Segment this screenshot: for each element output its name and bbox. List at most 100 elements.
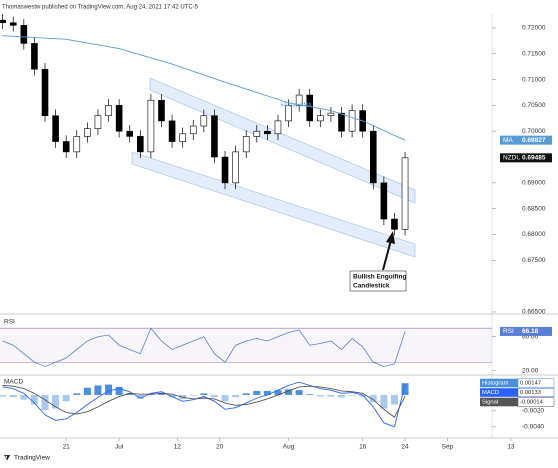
histogram-bar: [263, 390, 271, 395]
histogram-bar: [348, 394, 356, 396]
histogram-bar: [157, 393, 165, 395]
x-tick-label: Jul: [115, 444, 124, 451]
value-label: 0.69485: [522, 155, 546, 162]
candle-body: [62, 141, 70, 153]
histogram-bar: [369, 394, 377, 403]
y-tick-label: 60.00: [522, 333, 539, 340]
candle-body: [137, 136, 144, 153]
histogram-bar: [380, 394, 388, 409]
histogram-bar: [62, 394, 70, 402]
macd-line: [2, 384, 406, 418]
y-tick-label: 0.70500: [522, 102, 546, 109]
candle-body: [391, 218, 398, 230]
candle-body: [327, 112, 335, 117]
candle-body: [126, 130, 134, 137]
candle-body: [200, 115, 208, 127]
histogram-bar: [390, 394, 398, 405]
y-tick-label: 0.69000: [522, 180, 546, 187]
candle-body: [158, 99, 165, 122]
candle-body: [221, 156, 229, 184]
histogram-bar: [189, 394, 197, 396]
x-tick-label: 13: [507, 444, 515, 451]
legend-name: Signal: [482, 400, 498, 406]
x-tick-label: 20: [216, 444, 224, 451]
candle-body: [73, 136, 81, 153]
x-tick-label: 16: [359, 444, 367, 451]
histogram-bar: [83, 387, 91, 395]
value-box: [520, 153, 552, 163]
series-label: NZDUSD: [503, 155, 530, 162]
histogram-bar: [295, 390, 303, 395]
y-tick-label: 0.70000: [522, 128, 546, 135]
histogram-bar: [232, 394, 240, 398]
candle-body: [84, 128, 91, 137]
candle-body: [348, 110, 356, 132]
histogram-bar: [136, 394, 144, 399]
histogram-bar: [306, 394, 314, 395]
series-label: RSI: [503, 328, 514, 335]
histogram-bar: [359, 394, 367, 397]
candle-body: [369, 130, 377, 184]
y-tick-label: 0.68000: [522, 231, 546, 238]
legend-value: 0.00147: [520, 381, 541, 387]
series-label: MA: [503, 137, 513, 144]
candle-body: [179, 133, 186, 142]
histogram-bar: [242, 393, 250, 395]
histogram-bar: [0, 394, 7, 397]
label-box: [500, 135, 520, 145]
candle-body: [306, 94, 314, 122]
label-box: [500, 326, 520, 336]
x-tick-label: 12: [174, 444, 182, 451]
panel-title: RSI: [4, 319, 15, 326]
candle-body: [264, 130, 271, 135]
legend-value-box: [517, 378, 555, 388]
label-box: [500, 153, 520, 163]
annotation-text: Candlestick: [353, 283, 390, 290]
annotation-box: [349, 270, 407, 292]
y-tick-label: 0.72000: [522, 25, 546, 32]
candle-body: [242, 136, 250, 153]
histogram-bar: [210, 394, 218, 398]
histogram-bar: [338, 394, 346, 398]
value-label: 66.18: [522, 328, 539, 335]
candle-body: [253, 130, 261, 137]
candle-body: [31, 43, 38, 70]
y-tick-label: 20.00: [522, 367, 539, 374]
candle-body: [105, 105, 112, 117]
histogram-bar: [274, 390, 282, 395]
candle-body: [295, 94, 303, 106]
candle-body: [317, 115, 324, 122]
histogram-bar: [105, 384, 113, 395]
legend-name-box: [480, 397, 518, 407]
value-box: [520, 135, 552, 145]
histogram-bar: [30, 394, 38, 405]
histogram-bar: [200, 393, 208, 395]
candle-body: [41, 68, 49, 117]
header: Thomaswestw published on TradingView.com…: [2, 5, 199, 11]
upper-channel: [149, 77, 416, 204]
y-tick-label: 0.66500: [522, 309, 546, 316]
histogram-bar: [221, 394, 229, 402]
legend-name: Histogram: [482, 381, 509, 387]
candle-body: [211, 115, 218, 158]
legend-value: 0.00133: [520, 390, 541, 396]
annotation-text: Bullish Engulfing: [353, 274, 406, 281]
x-tick-label: Aug: [283, 444, 295, 451]
legend-value-box: [517, 387, 555, 398]
histogram-bar: [115, 386, 123, 395]
candle-body: [9, 22, 17, 26]
candle-body: [232, 151, 239, 184]
candle-body: [274, 120, 282, 135]
y-tick-label: 0.67500: [522, 257, 546, 264]
candle-body: [52, 115, 59, 142]
y-tick-label: 0.71000: [522, 76, 546, 83]
histogram-bar: [52, 394, 60, 409]
candle-body: [20, 25, 28, 44]
histogram-bar: [327, 394, 335, 397]
legend-name-box: [480, 378, 518, 388]
legend-name: MACD: [482, 390, 499, 396]
legend-name-box: [480, 388, 518, 397]
candle-body: [168, 120, 176, 142]
